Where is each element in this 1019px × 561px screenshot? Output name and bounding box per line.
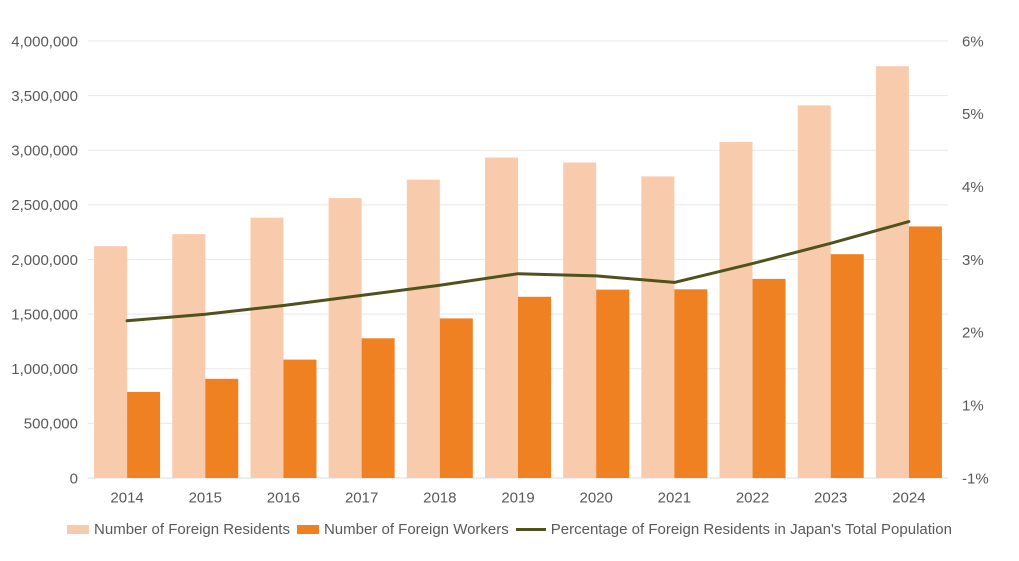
x-axis-year-label: 2023 (814, 489, 847, 506)
right-axis-tick-label: -1% (962, 470, 989, 487)
x-axis-year-label: 2021 (658, 489, 691, 506)
x-axis-year-label: 2017 (345, 489, 378, 506)
bar-foreign-residents-2022 (719, 142, 753, 479)
bar-foreign-residents-2015 (172, 234, 206, 478)
legend-label-foreign-residents: Number of Foreign Residents (94, 520, 290, 538)
bar-foreign-residents-2014 (94, 246, 128, 478)
foreign-workers-swatch-icon (296, 524, 319, 534)
x-axis-year-label: 2019 (501, 489, 534, 506)
bar-foreign-workers-2017 (361, 338, 395, 478)
bar-foreign-workers-2015 (205, 378, 239, 478)
right-axis-tick-label: 1% (962, 397, 984, 414)
bar-foreign-workers-2024 (908, 226, 942, 478)
left-axis-tick-label: 4,000,000 (11, 33, 78, 50)
legend-label-foreign-workers: Number of Foreign Workers (323, 520, 509, 538)
right-axis-tick-label: 6% (962, 33, 984, 50)
bar-foreign-workers-2020 (596, 289, 630, 478)
right-axis-tick-label: 4% (962, 179, 984, 196)
left-axis-tick-label: 2,500,000 (11, 197, 78, 214)
x-axis-year-label: 2022 (736, 489, 769, 506)
x-axis-year-label: 2018 (423, 489, 456, 506)
bar-foreign-residents-2017 (328, 198, 362, 478)
chart-legend: Number of Foreign Residents Number of Fo… (0, 514, 1019, 544)
bar-foreign-workers-2014 (127, 391, 161, 478)
legend-label-percentage-line: Percentage of Foreign Residents in Japan… (550, 520, 952, 538)
bar-foreign-residents-2019 (485, 157, 518, 478)
x-axis-year-label: 2015 (189, 489, 222, 506)
bar-foreign-residents-2024 (875, 66, 909, 479)
percentage-trend-line (125, 220, 911, 323)
foreign-residents-swatch-icon (67, 524, 90, 534)
right-axis-tick-label: 5% (962, 106, 984, 123)
bar-foreign-residents-2020 (563, 162, 597, 478)
left-axis-tick-label: 500,000 (24, 416, 78, 433)
x-axis-year-label: 2020 (579, 489, 612, 506)
bar-foreign-workers-2016 (283, 359, 317, 478)
percentage-line-swatch-icon (515, 527, 546, 531)
bar-foreign-residents-2023 (797, 105, 831, 478)
bar-foreign-workers-2022 (752, 278, 786, 478)
left-axis-tick-label: 1,000,000 (11, 361, 78, 378)
legend-item-percentage-line: Percentage of Foreign Residents in Japan… (515, 520, 952, 538)
legend-item-foreign-workers: Number of Foreign Workers (296, 520, 509, 538)
x-axis-year-label: 2014 (110, 489, 143, 506)
bar-foreign-workers-2021 (674, 289, 708, 478)
bar-foreign-residents-2021 (641, 176, 675, 478)
left-axis-tick-label: 0 (70, 470, 78, 487)
bar-foreign-workers-2019 (518, 296, 551, 478)
bar-foreign-workers-2023 (830, 254, 864, 478)
left-axis-tick-label: 2,000,000 (11, 252, 78, 269)
left-axis-tick-label: 1,500,000 (11, 306, 78, 323)
right-axis-tick-label: 3% (962, 252, 984, 269)
left-axis-tick-label: 3,000,000 (11, 143, 78, 160)
bar-foreign-residents-2018 (406, 179, 440, 478)
bar-foreign-residents-2016 (250, 217, 284, 478)
right-axis-tick-label: 2% (962, 325, 984, 342)
legend-item-foreign-residents: Number of Foreign Residents (67, 521, 290, 538)
bar-foreign-workers-2018 (439, 318, 473, 478)
left-axis-tick-label: 3,500,000 (11, 88, 78, 105)
x-axis-year-label: 2024 (892, 489, 925, 506)
x-axis-year-label: 2016 (267, 489, 300, 506)
